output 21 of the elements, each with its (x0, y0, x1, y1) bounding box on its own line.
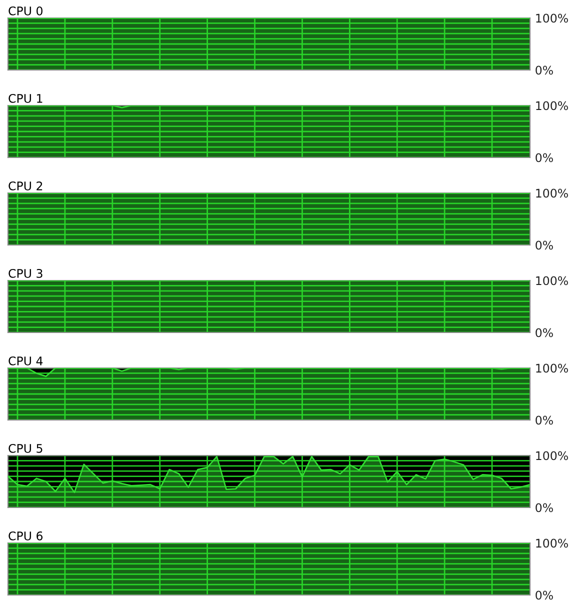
y-tick-label: 100% (536, 14, 568, 23)
y-tick-label: 0% (536, 153, 553, 162)
y-tick-label: 100% (536, 364, 568, 373)
chart-title: CPU 6 (8, 531, 43, 540)
y-tick-label: 100% (536, 101, 568, 110)
y-tick-label: 0% (536, 503, 553, 512)
y-tick-label: 100% (536, 538, 568, 548)
y-tick-label: 0% (536, 66, 553, 75)
y-tick-label: 0% (536, 416, 553, 425)
chart-title: CPU 5 (8, 444, 42, 453)
y-tick-label: 100% (536, 188, 568, 198)
y-tick-label: 0% (536, 240, 553, 250)
chart-title: CPU 2 (8, 181, 42, 190)
chart-title: CPU 4 (8, 356, 43, 366)
y-tick-label: 0% (536, 590, 553, 600)
y-tick-label: 100% (536, 276, 568, 286)
y-tick-label: 100% (536, 451, 568, 460)
chart-title: CPU 0 (8, 6, 42, 16)
y-tick-label: 0% (536, 328, 553, 338)
chart-title: CPU 1 (8, 94, 42, 103)
chart-title: CPU 3 (8, 268, 42, 278)
